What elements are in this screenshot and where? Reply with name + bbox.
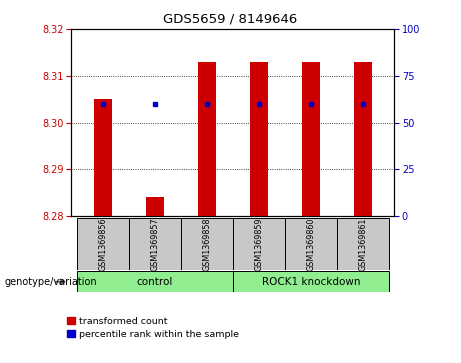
Text: GSM1369856: GSM1369856 [98,217,107,271]
Text: GDS5659 / 8149646: GDS5659 / 8149646 [163,13,298,26]
Bar [354,62,372,216]
Bar [146,197,164,216]
Text: ROCK1 knockdown: ROCK1 knockdown [262,277,360,287]
Bar [198,62,216,216]
Bar [77,218,129,270]
Text: GSM1369860: GSM1369860 [307,217,315,271]
Text: genotype/variation: genotype/variation [5,277,97,287]
Bar [129,218,181,270]
Legend: transformed count, percentile rank within the sample: transformed count, percentile rank withi… [67,317,239,339]
Bar [285,218,337,270]
Text: GSM1369858: GSM1369858 [202,217,211,271]
Text: GSM1369857: GSM1369857 [150,217,159,271]
Bar [233,218,285,270]
Bar [250,62,268,216]
Bar [181,218,233,270]
Text: control: control [136,277,173,287]
Bar [77,271,233,292]
Text: GSM1369859: GSM1369859 [254,217,263,271]
Bar [337,218,389,270]
Text: GSM1369861: GSM1369861 [358,217,367,271]
Bar [302,62,320,216]
Bar [233,271,389,292]
Bar [94,99,112,216]
